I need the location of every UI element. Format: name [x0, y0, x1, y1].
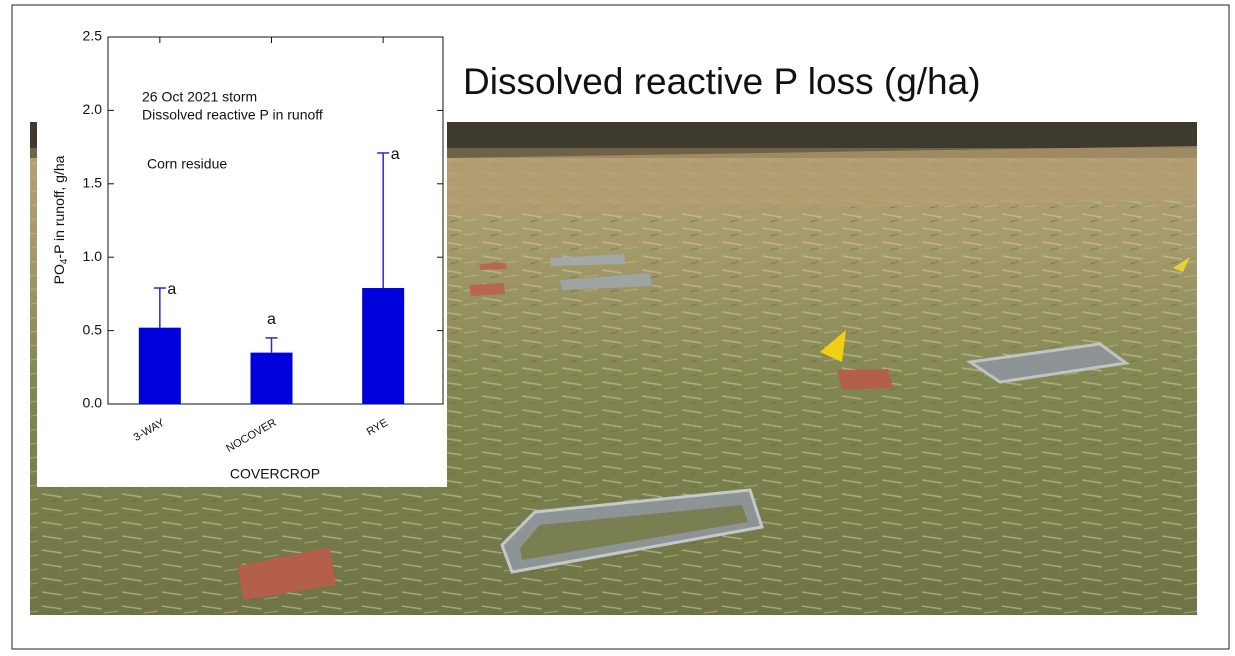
- y-axis-label-part: PO: [51, 264, 67, 284]
- bar: [251, 353, 293, 404]
- significance-letter: a: [267, 311, 276, 328]
- y-tick-label: 2.5: [83, 28, 103, 44]
- significance-letter: a: [391, 146, 400, 163]
- slide: Dissolved reactive P loss (g/ha) 26 Oct …: [0, 0, 1235, 651]
- x-axis-label: COVERCROP: [230, 466, 320, 482]
- annotation: Corn residue: [147, 156, 227, 172]
- y-axis-label-part: -P in runoff, g/ha: [51, 155, 67, 258]
- bar: [362, 288, 404, 404]
- slide-title: Dissolved reactive P loss (g/ha): [463, 61, 981, 102]
- y-tick-label: 1.5: [83, 175, 103, 191]
- y-tick-label: 2.0: [83, 101, 103, 117]
- y-tick-label: 1.0: [83, 248, 103, 264]
- y-tick-label: 0.0: [83, 395, 103, 411]
- significance-letter: a: [167, 281, 176, 298]
- annotation: 26 Oct 2021 storm: [142, 89, 257, 105]
- y-tick-label: 0.5: [83, 321, 103, 337]
- annotation: Dissolved reactive P in runoff: [142, 107, 323, 123]
- bar: [139, 328, 181, 404]
